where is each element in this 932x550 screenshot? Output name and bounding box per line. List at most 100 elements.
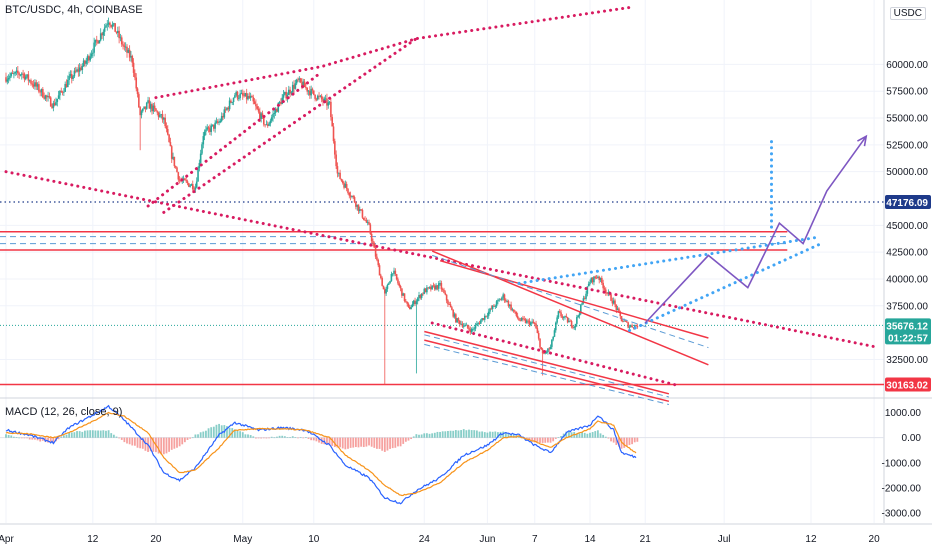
candle-body <box>366 222 369 224</box>
candle-body <box>562 317 565 318</box>
candle-body <box>568 320 570 323</box>
candle-body <box>339 172 341 179</box>
candle-body <box>319 95 322 97</box>
time-tick-label: Apr <box>0 534 14 545</box>
candle-body <box>416 298 419 302</box>
macd-histogram-bar <box>144 437 147 451</box>
candle-body <box>444 292 447 295</box>
candle-body <box>247 96 249 100</box>
macd-histogram-bar <box>610 437 612 442</box>
macd-histogram-bar <box>620 437 623 449</box>
macd-histogram-bar <box>226 426 228 438</box>
candle-body <box>410 307 412 310</box>
candle-body <box>191 184 194 190</box>
candle-body <box>624 320 627 322</box>
candle-body <box>84 60 86 64</box>
price-tick-label: 32500.00 <box>886 355 928 366</box>
macd-histogram-bar <box>407 437 410 441</box>
candle-body <box>117 30 119 34</box>
candle-body <box>395 274 398 280</box>
candle-body <box>372 241 374 244</box>
blue-dotted-line <box>517 235 821 285</box>
macd-histogram-bar <box>257 437 260 439</box>
candle-body <box>307 90 310 92</box>
candle-body <box>564 316 566 318</box>
candle-body <box>603 288 606 290</box>
macd-histogram-bar <box>397 437 399 447</box>
candle-body <box>301 82 303 88</box>
macd-histogram-bar <box>470 430 473 438</box>
macd-histogram-bar <box>636 437 639 442</box>
candle-body <box>145 102 148 109</box>
candle-body <box>184 178 186 181</box>
candle-body <box>210 125 212 132</box>
candle-body <box>597 276 599 278</box>
candle-body <box>118 30 120 39</box>
candle-body <box>344 183 347 188</box>
candle-body <box>355 202 357 207</box>
candle-body <box>174 166 177 168</box>
candle-body <box>45 95 48 98</box>
candle-body <box>19 74 22 76</box>
candle-body <box>113 23 115 25</box>
macd-histogram-bar <box>504 432 507 438</box>
candle-body <box>620 316 623 322</box>
magenta-dotted-trendline <box>162 37 418 214</box>
macd-histogram-bar <box>457 430 460 438</box>
macd-histogram-bar <box>136 437 139 448</box>
candle-body <box>39 91 41 93</box>
candle-body <box>369 224 372 234</box>
candle-body <box>199 153 202 163</box>
candle-body <box>30 80 32 84</box>
macd-histogram-bar <box>552 437 555 442</box>
candle-body <box>423 288 426 294</box>
macd-histogram-bar <box>39 437 42 442</box>
candle-body <box>95 39 98 41</box>
macd-histogram-bar <box>265 437 268 439</box>
macd-histogram-bar <box>376 437 378 449</box>
candle-body <box>310 88 312 96</box>
candle-body <box>316 95 319 100</box>
macd-histogram-bar <box>441 431 444 438</box>
candle-body <box>510 304 512 310</box>
candle-body <box>123 45 126 47</box>
macd-legend[interactable]: MACD (12, 26, close, 9) <box>5 406 123 418</box>
candle-body <box>11 73 14 74</box>
macd-histogram-bar <box>89 430 92 438</box>
candle-body <box>428 286 431 288</box>
candle-body <box>503 294 506 301</box>
macd-histogram-bar <box>633 437 636 443</box>
candle-body <box>53 103 56 106</box>
symbol-legend[interactable]: BTC/USDC, 4h, COINBASE <box>5 4 143 16</box>
candle-body <box>487 311 490 316</box>
candle-body <box>530 322 532 325</box>
candle-body <box>243 95 245 97</box>
macd-histogram-bar <box>270 436 273 438</box>
candle-body <box>472 328 474 330</box>
candle-body <box>569 320 572 322</box>
macd-histogram-bar <box>49 437 52 443</box>
candle-body <box>439 282 441 284</box>
candle-body <box>384 289 386 294</box>
candle-body <box>90 53 93 57</box>
candle-body <box>159 115 161 117</box>
candle-body <box>418 295 420 299</box>
macd-histogram-bar <box>499 431 502 438</box>
candle-body <box>18 73 20 75</box>
macd-histogram-bar <box>497 432 499 438</box>
candle-body <box>198 162 201 169</box>
macd-histogram-bar <box>165 437 168 454</box>
candle-body <box>368 222 370 225</box>
candle-body <box>331 117 333 127</box>
candle-body <box>572 326 574 328</box>
candle-body <box>40 89 43 93</box>
candle-body <box>80 67 82 71</box>
macd-histogram-bar <box>402 437 405 444</box>
projection-path <box>644 135 867 324</box>
candle-body <box>581 303 583 305</box>
macd-histogram-bar <box>194 434 197 438</box>
candle-body <box>566 317 569 323</box>
macd-histogram-bar <box>44 437 47 443</box>
macd-histogram-bar <box>518 436 520 438</box>
